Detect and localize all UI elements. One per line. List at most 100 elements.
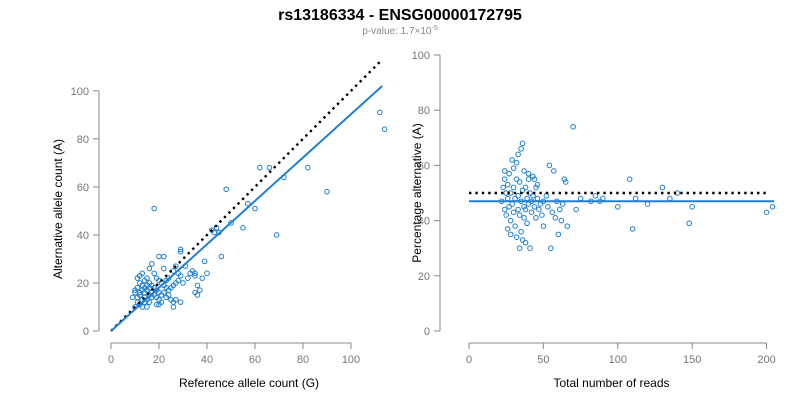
data-point [531, 204, 538, 210]
data-point [540, 223, 547, 229]
data-point [562, 179, 569, 185]
data-point [161, 253, 167, 260]
data-point [194, 292, 201, 298]
data-point [521, 204, 527, 210]
y-tick-label: 60 [77, 182, 89, 194]
data-point [534, 195, 541, 202]
data-point [513, 159, 520, 166]
x-tick-label: 0 [466, 354, 472, 366]
data-point [151, 205, 157, 212]
data-point [144, 304, 150, 310]
data-point [536, 206, 542, 213]
data-point [197, 287, 203, 293]
data-point [525, 201, 532, 207]
data-point [503, 212, 509, 218]
data-point [129, 294, 136, 301]
x-tick-label: 80 [297, 354, 309, 366]
data-point [522, 239, 529, 246]
data-point [564, 223, 570, 229]
percentage-panel: 0 50 100 150 200 0 20 40 60 80 100 Total number of … [410, 50, 776, 390]
data-point [257, 164, 263, 171]
fit-line [110, 85, 383, 332]
data-point [170, 304, 177, 310]
x-tick-label: 100 [342, 354, 360, 366]
data-point [530, 192, 536, 199]
data-point [516, 212, 523, 218]
data-point [510, 165, 517, 171]
data-point [252, 205, 258, 212]
y-tick-label: 0 [83, 326, 89, 338]
data-point [524, 195, 530, 202]
data-point [173, 296, 179, 303]
y-tick-label: 20 [418, 271, 430, 283]
data-point [527, 245, 533, 251]
data-point [199, 275, 205, 281]
x-tick-label: 200 [757, 354, 775, 366]
data-point [156, 253, 162, 260]
data-point [516, 245, 523, 251]
y-tick-label: 100 [412, 50, 430, 62]
p-value-label: p-value: 1.7×10-5 [362, 25, 438, 37]
data-point [177, 272, 184, 279]
data-point [546, 162, 553, 169]
data-point [552, 215, 559, 221]
data-point [223, 186, 229, 193]
data-point [531, 176, 538, 182]
data-point [521, 168, 527, 174]
data-point [158, 292, 165, 298]
data-point [558, 217, 565, 224]
y-tick-label: 20 [77, 278, 89, 290]
data-point [506, 204, 512, 210]
data-point [528, 209, 535, 216]
data-point [533, 184, 539, 191]
data-point [525, 176, 532, 182]
y-tick-label: 80 [77, 134, 89, 146]
data-point [144, 275, 150, 281]
data-point [559, 201, 566, 207]
data-point [614, 204, 621, 210]
data-point [549, 209, 556, 216]
data-point [515, 192, 521, 199]
p-value-prefix: p-value: 1.7 [362, 26, 415, 37]
data-point [156, 301, 162, 308]
data-point [509, 157, 515, 163]
data-point [177, 246, 184, 253]
data-point [146, 265, 153, 272]
data-point [501, 176, 508, 182]
data-point [632, 195, 639, 202]
data-point [515, 206, 521, 213]
data-point [769, 204, 776, 210]
x-axis-title: Total number of reads [553, 376, 669, 390]
data-point [573, 206, 579, 213]
data-point [689, 204, 695, 210]
data-point [519, 140, 526, 147]
data-point [273, 232, 280, 238]
data-point [500, 184, 507, 191]
data-point [686, 220, 692, 227]
x-tick-label: 40 [201, 354, 213, 366]
data-point [218, 253, 225, 260]
data-point [512, 195, 518, 202]
data-point [240, 224, 246, 231]
data-point [577, 195, 584, 202]
data-point [555, 231, 562, 238]
data-point [161, 265, 167, 272]
data-point [667, 195, 673, 202]
data-point [600, 195, 606, 202]
data-point [659, 184, 666, 191]
data-point [192, 270, 198, 277]
data-point [504, 181, 511, 188]
data-point [201, 258, 208, 265]
data-point [545, 204, 551, 210]
data-point [377, 109, 383, 116]
data-point [305, 164, 311, 171]
data-point [551, 168, 557, 174]
data-point [192, 272, 198, 279]
data-point [149, 260, 155, 267]
data-point [518, 146, 524, 152]
data-point [522, 206, 529, 213]
x-tick-label: 50 [537, 354, 549, 366]
data-point [177, 299, 184, 305]
data-point [228, 220, 234, 226]
